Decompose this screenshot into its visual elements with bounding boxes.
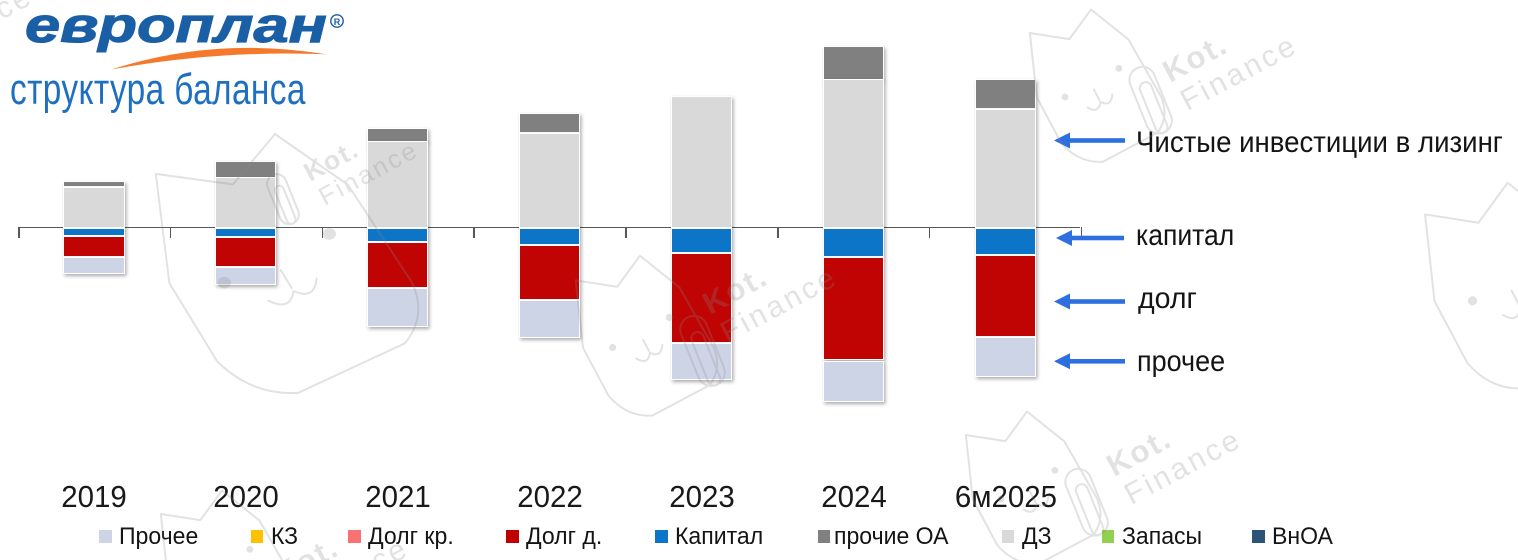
svg-text:R: R bbox=[334, 17, 341, 27]
